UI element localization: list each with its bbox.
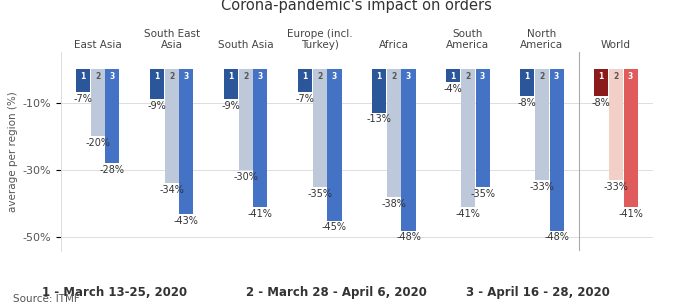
- Text: 3: 3: [628, 72, 633, 80]
- Bar: [254, 69, 267, 207]
- Bar: [594, 69, 608, 96]
- Text: -7%: -7%: [295, 94, 314, 104]
- Text: 1 - March 13-25, 2020: 1 - March 13-25, 2020: [42, 286, 187, 299]
- Bar: [387, 69, 400, 197]
- Text: -33%: -33%: [530, 182, 554, 192]
- Text: -35%: -35%: [470, 188, 495, 199]
- Text: 1: 1: [524, 72, 530, 80]
- Text: 3: 3: [480, 72, 485, 80]
- Text: -43%: -43%: [174, 215, 199, 226]
- Bar: [150, 69, 164, 99]
- Text: -7%: -7%: [73, 94, 92, 104]
- Text: Africa: Africa: [379, 40, 409, 50]
- Text: 3: 3: [258, 72, 263, 80]
- Text: World: World: [601, 40, 631, 50]
- Text: -48%: -48%: [544, 232, 569, 242]
- Text: 1: 1: [80, 72, 85, 80]
- Bar: [372, 69, 386, 113]
- Text: 2 - March 28 - April 6, 2020: 2 - March 28 - April 6, 2020: [246, 286, 427, 299]
- Bar: [550, 69, 563, 231]
- Bar: [476, 69, 489, 187]
- Text: 1: 1: [376, 72, 382, 80]
- Text: North
America: North America: [520, 29, 563, 50]
- Text: 1: 1: [450, 72, 456, 80]
- Text: 2: 2: [613, 72, 618, 80]
- Bar: [535, 69, 548, 180]
- Text: 1: 1: [598, 72, 604, 80]
- Text: -34%: -34%: [160, 185, 184, 195]
- Text: 3 - April 16 - 28, 2020: 3 - April 16 - 28, 2020: [466, 286, 610, 299]
- Text: South Asia: South Asia: [218, 40, 273, 50]
- Text: South
America: South America: [446, 29, 489, 50]
- Bar: [165, 69, 178, 184]
- Bar: [402, 69, 415, 231]
- Text: 2: 2: [539, 72, 544, 80]
- Text: 2: 2: [317, 72, 322, 80]
- Bar: [298, 69, 312, 92]
- Bar: [106, 69, 119, 163]
- Text: -28%: -28%: [100, 165, 125, 175]
- Bar: [239, 69, 252, 170]
- Text: -41%: -41%: [248, 209, 273, 219]
- Text: 2: 2: [391, 72, 396, 80]
- Bar: [520, 69, 534, 96]
- Text: -8%: -8%: [592, 98, 610, 107]
- Bar: [609, 69, 623, 180]
- Bar: [224, 69, 238, 99]
- Text: -30%: -30%: [234, 172, 258, 182]
- Bar: [91, 69, 104, 136]
- Bar: [446, 69, 460, 82]
- Bar: [313, 69, 326, 187]
- Text: Source: ITMF: Source: ITMF: [13, 294, 80, 304]
- Y-axis label: average per region (%): average per region (%): [8, 91, 18, 212]
- Text: -35%: -35%: [307, 188, 332, 199]
- Bar: [461, 69, 474, 207]
- Text: -4%: -4%: [444, 84, 462, 94]
- Title: Corona-pandemic's impact on orders: Corona-pandemic's impact on orders: [221, 0, 492, 13]
- Text: 2: 2: [465, 72, 470, 80]
- Text: -41%: -41%: [456, 209, 480, 219]
- Text: 2: 2: [169, 72, 174, 80]
- Text: 2: 2: [243, 72, 248, 80]
- Bar: [624, 69, 637, 207]
- Text: -41%: -41%: [618, 209, 643, 219]
- Bar: [180, 69, 193, 214]
- Text: 1: 1: [228, 72, 234, 80]
- Text: 3: 3: [110, 72, 115, 80]
- Bar: [328, 69, 341, 221]
- Text: -9%: -9%: [221, 101, 240, 111]
- Text: East Asia: East Asia: [74, 40, 121, 50]
- Text: 2: 2: [95, 72, 100, 80]
- Text: -38%: -38%: [382, 199, 406, 209]
- Text: 1: 1: [154, 72, 160, 80]
- Text: Europe (incl.
Turkey): Europe (incl. Turkey): [287, 29, 353, 50]
- Text: 3: 3: [184, 72, 189, 80]
- Text: -9%: -9%: [147, 101, 166, 111]
- Text: 3: 3: [554, 72, 559, 80]
- Text: -13%: -13%: [367, 114, 391, 124]
- Text: 3: 3: [332, 72, 337, 80]
- Text: South East
Asia: South East Asia: [143, 29, 200, 50]
- Text: 1: 1: [302, 72, 308, 80]
- Text: -48%: -48%: [396, 232, 421, 242]
- Text: -20%: -20%: [85, 138, 110, 148]
- Bar: [76, 69, 90, 92]
- Text: -33%: -33%: [604, 182, 628, 192]
- Text: -45%: -45%: [322, 222, 347, 232]
- Text: -8%: -8%: [518, 98, 536, 107]
- Text: 3: 3: [406, 72, 411, 80]
